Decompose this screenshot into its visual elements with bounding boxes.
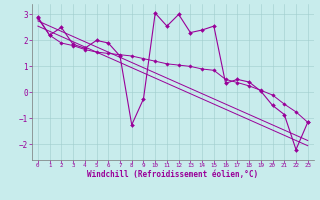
X-axis label: Windchill (Refroidissement éolien,°C): Windchill (Refroidissement éolien,°C) <box>87 170 258 179</box>
